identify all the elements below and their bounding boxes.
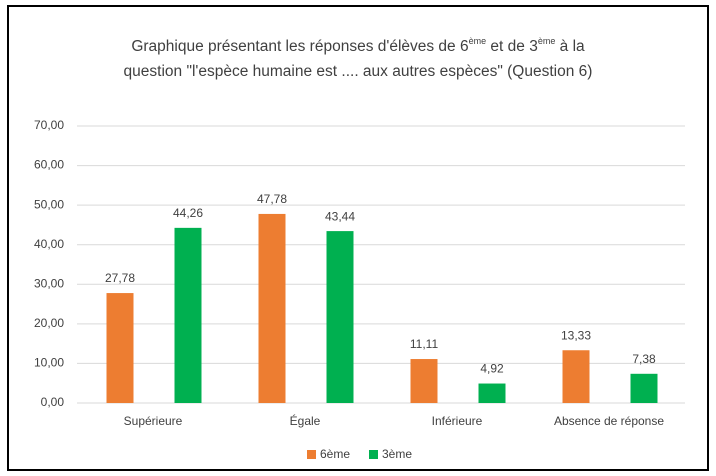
data-label: 27,78 [105, 271, 135, 285]
legend-label: 3ème [382, 447, 412, 461]
y-tick-label: 70,00 [34, 118, 64, 132]
bar [174, 227, 202, 403]
chart-title: question "l'espèce humaine est .... aux … [124, 63, 593, 80]
y-tick-label: 60,00 [34, 158, 64, 172]
legend-label: 6ème [320, 447, 350, 461]
data-label: 13,33 [561, 328, 591, 342]
title-superscript: ème [538, 36, 556, 46]
legend-swatch [307, 450, 316, 459]
data-label: 43,44 [325, 209, 355, 223]
data-label: 7,38 [632, 352, 656, 366]
title-superscript: ème [469, 36, 487, 46]
y-tick-label: 40,00 [34, 237, 64, 251]
data-label: 4,92 [480, 362, 504, 376]
bar [258, 213, 286, 403]
x-tick-label: Égale [290, 413, 321, 428]
title-text: Graphique présentant les réponses d'élèv… [131, 38, 468, 55]
data-label: 11,11 [410, 337, 439, 351]
bar [630, 373, 658, 403]
y-tick-label: 10,00 [34, 356, 64, 370]
title-text: question "l'espèce humaine est .... aux … [124, 63, 593, 80]
data-label: 44,26 [173, 206, 203, 220]
bar [326, 231, 354, 403]
bar [106, 293, 134, 403]
x-tick-label: Absence de réponse [554, 414, 664, 428]
data-label: 47,78 [257, 192, 287, 206]
chart-title: Graphique présentant les réponses d'élèv… [131, 36, 585, 55]
y-tick-label: 0,00 [41, 395, 65, 409]
bar [562, 350, 590, 403]
x-tick-label: Supérieure [124, 414, 183, 428]
bar [410, 359, 438, 403]
x-tick-label: Inférieure [432, 414, 483, 428]
bar [478, 383, 506, 403]
title-text: à la [555, 38, 585, 55]
y-tick-label: 30,00 [34, 276, 64, 290]
legend-swatch [369, 450, 378, 459]
title-text: et de 3 [486, 38, 538, 55]
y-tick-label: 50,00 [34, 197, 64, 211]
y-tick-label: 20,00 [34, 316, 64, 330]
